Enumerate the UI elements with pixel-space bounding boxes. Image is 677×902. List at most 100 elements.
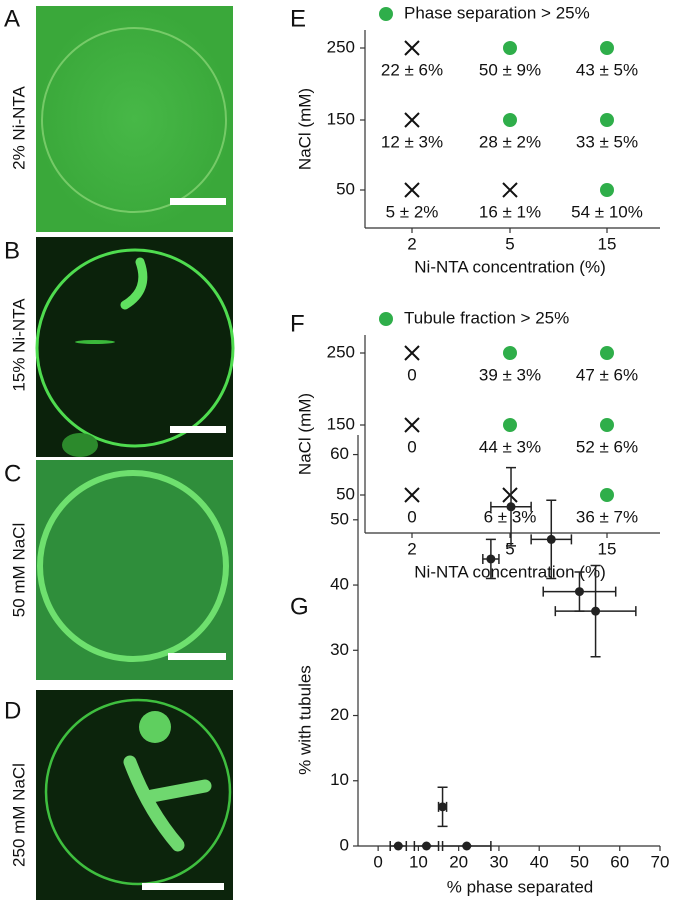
cell-label: 5 ± 2% bbox=[386, 202, 439, 221]
panel-letter: F bbox=[290, 310, 305, 337]
y-tick-label: 150 bbox=[327, 414, 355, 433]
x-tick-label: 15 bbox=[598, 234, 617, 253]
legend-marker bbox=[379, 7, 393, 21]
panel-c: C 50 mM NaCl bbox=[4, 460, 233, 680]
y-axis-label: % with tubules bbox=[295, 665, 314, 775]
spot bbox=[75, 340, 115, 344]
scale-bar bbox=[170, 426, 226, 433]
panel-letter: A bbox=[4, 5, 20, 32]
cell-label: 43 ± 5% bbox=[576, 60, 638, 79]
x-tick-label: 2 bbox=[407, 234, 416, 253]
cell-label: 52 ± 6% bbox=[576, 437, 638, 456]
panel-letter: E bbox=[290, 5, 306, 32]
cell-label: 39 ± 3% bbox=[479, 365, 541, 384]
scale-bar bbox=[170, 198, 226, 205]
y-tick-label: 40 bbox=[330, 575, 349, 594]
y-axis-label: NaCl (mM) bbox=[295, 393, 314, 475]
y-tick-label: 60 bbox=[330, 444, 349, 463]
micrograph bbox=[36, 6, 233, 232]
x-tick-label: 5 bbox=[505, 234, 514, 253]
panel-label: 2% Ni-NTA bbox=[9, 85, 28, 169]
x-marker bbox=[502, 182, 518, 198]
micrograph bbox=[36, 460, 233, 680]
cell-label: 6 ± 3% bbox=[484, 507, 537, 526]
scale-bar bbox=[142, 883, 224, 890]
x-tick-label: 5 bbox=[505, 539, 514, 558]
x-tick-label: 10 bbox=[409, 852, 428, 871]
cell-label: 0 bbox=[407, 437, 416, 456]
x-marker bbox=[404, 487, 420, 503]
dot-marker bbox=[503, 41, 517, 55]
x-marker bbox=[502, 487, 518, 503]
vesicle bbox=[44, 698, 232, 886]
panel-d: D 250 mM NaCl bbox=[4, 690, 233, 900]
x-tick-label: 15 bbox=[598, 539, 617, 558]
panel-letter: C bbox=[4, 460, 21, 487]
point bbox=[574, 587, 584, 597]
cell-label: 54 ± 10% bbox=[571, 202, 643, 221]
tubule bbox=[120, 257, 148, 310]
point bbox=[421, 841, 431, 851]
y-tick-label: 50 bbox=[336, 484, 355, 503]
panel-label: 50 mM NaCl bbox=[9, 523, 28, 617]
tubule bbox=[123, 755, 212, 852]
y-tick-label: 0 bbox=[340, 835, 349, 854]
cell-label: 16 ± 1% bbox=[479, 202, 541, 221]
point bbox=[546, 534, 556, 544]
x-marker bbox=[404, 345, 420, 361]
panel-letter: D bbox=[4, 697, 21, 724]
panel-b: B 15% Ni-NTA bbox=[4, 237, 235, 457]
x-marker bbox=[404, 182, 420, 198]
cell-label: 44 ± 3% bbox=[479, 437, 541, 456]
legend-label: Tubule fraction > 25% bbox=[404, 308, 569, 327]
cell-label: 22 ± 6% bbox=[381, 60, 443, 79]
point bbox=[506, 502, 516, 512]
cell-label: 0 bbox=[407, 507, 416, 526]
vesicle bbox=[37, 470, 229, 662]
cell-label: 33 ± 5% bbox=[576, 132, 638, 151]
point bbox=[438, 802, 448, 812]
panel-label: 15% Ni-NTA bbox=[9, 298, 28, 392]
x-marker bbox=[404, 112, 420, 128]
x-tick-label: 20 bbox=[449, 852, 468, 871]
spot bbox=[62, 433, 98, 457]
cell-label: 47 ± 6% bbox=[576, 365, 638, 384]
panel-letter: G bbox=[290, 593, 309, 620]
y-tick-label: 50 bbox=[330, 509, 349, 528]
micrograph bbox=[36, 690, 233, 900]
cell-label: 12 ± 3% bbox=[381, 132, 443, 151]
cell-label: 0 bbox=[407, 365, 416, 384]
x-axis-label: % phase separated bbox=[447, 877, 594, 896]
vesicle bbox=[35, 248, 235, 448]
x-marker bbox=[404, 417, 420, 433]
point bbox=[591, 606, 601, 616]
point bbox=[462, 841, 472, 851]
y-tick-label: 150 bbox=[327, 109, 355, 128]
point bbox=[393, 841, 403, 851]
y-tick-label: 20 bbox=[330, 705, 349, 724]
y-tick-label: 250 bbox=[327, 342, 355, 361]
x-tick-label: 2 bbox=[407, 539, 416, 558]
x-tick-label: 30 bbox=[489, 852, 508, 871]
micrograph bbox=[36, 237, 233, 457]
dot-marker bbox=[503, 113, 517, 127]
dot-marker bbox=[600, 183, 614, 197]
dot-marker bbox=[600, 418, 614, 432]
dot-marker bbox=[600, 41, 614, 55]
dot-marker bbox=[503, 346, 517, 360]
legend-marker bbox=[379, 312, 393, 326]
dot-marker bbox=[600, 346, 614, 360]
x-axis-label: Ni-NTA concentration (%) bbox=[414, 562, 605, 581]
point bbox=[486, 554, 496, 564]
y-tick-label: 50 bbox=[336, 179, 355, 198]
dot-marker bbox=[600, 488, 614, 502]
x-marker bbox=[404, 40, 420, 56]
y-tick-label: 250 bbox=[327, 37, 355, 56]
cell-label: 28 ± 2% bbox=[479, 132, 541, 151]
vesicle bbox=[41, 27, 227, 213]
scale-bar bbox=[168, 653, 226, 660]
x-tick-label: 70 bbox=[651, 852, 670, 871]
x-axis-label: Ni-NTA concentration (%) bbox=[414, 257, 605, 276]
x-tick-label: 60 bbox=[610, 852, 629, 871]
